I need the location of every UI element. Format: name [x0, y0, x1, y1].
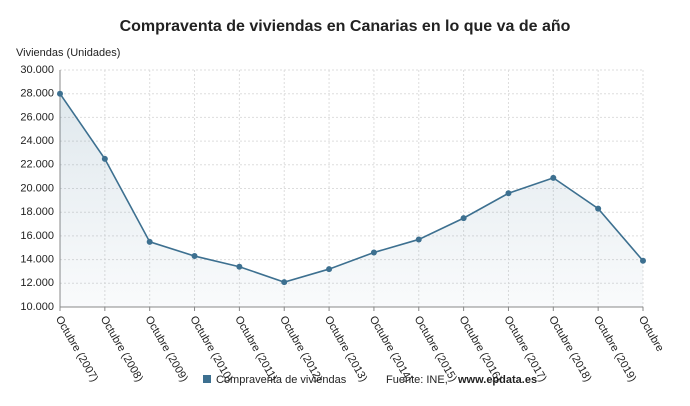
marker [370, 249, 377, 256]
y-tick-label: 20.000 [20, 182, 54, 194]
x-tick-label: Octubre (2008) [98, 314, 145, 384]
y-tick-label: 18.000 [20, 206, 54, 218]
marker [191, 253, 198, 260]
y-tick-label: 26.000 [20, 111, 54, 123]
y-tick-label: 22.000 [20, 159, 54, 171]
x-tick-label: Octubre (2019) [591, 314, 638, 384]
y-axis-label: Viviendas (Unidades) [16, 47, 120, 59]
x-tick-label: Octubre [636, 314, 666, 354]
y-tick-label: 14.000 [20, 254, 54, 266]
marker [550, 174, 557, 181]
marker [640, 257, 646, 264]
y-tick-label: 28.000 [20, 88, 54, 100]
y-tick-label: 24.000 [20, 135, 54, 147]
marker [326, 266, 333, 273]
y-tick-label: 10.000 [20, 301, 54, 313]
marker [595, 205, 602, 212]
source-site: www.epdata.es [457, 374, 537, 386]
x-tick-label: Octubre (2009) [143, 314, 190, 384]
marker [281, 279, 288, 286]
x-tick-label: Octubre (2007) [53, 314, 100, 384]
y-tick-label: 16.000 [20, 230, 54, 242]
x-tick-label: Octubre (2018) [546, 314, 593, 384]
line [59, 93, 644, 283]
x-tick-label: Octubre (2010) [187, 314, 234, 384]
marker [415, 236, 422, 243]
y-tick-label: 12.000 [20, 277, 54, 289]
area [60, 93, 643, 307]
source: Fuente: INE, [386, 374, 448, 386]
marker [236, 263, 243, 270]
legend-label: Compraventa de viviendas [216, 374, 347, 386]
x-tick-label: Octubre (2011) [232, 314, 279, 383]
chart-title: Compraventa de viviendas en Canarias en … [120, 18, 571, 35]
marker [101, 155, 108, 162]
legend-swatch [203, 375, 211, 383]
marker [146, 238, 153, 245]
marker [505, 190, 512, 197]
marker [460, 215, 467, 222]
marker [57, 90, 63, 97]
y-tick-label: 30.000 [20, 64, 54, 76]
